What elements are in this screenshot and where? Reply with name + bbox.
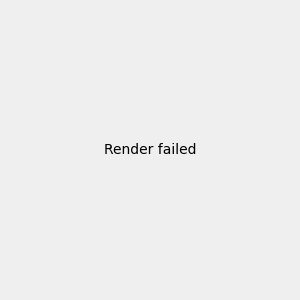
Text: Render failed: Render failed [104, 143, 196, 157]
